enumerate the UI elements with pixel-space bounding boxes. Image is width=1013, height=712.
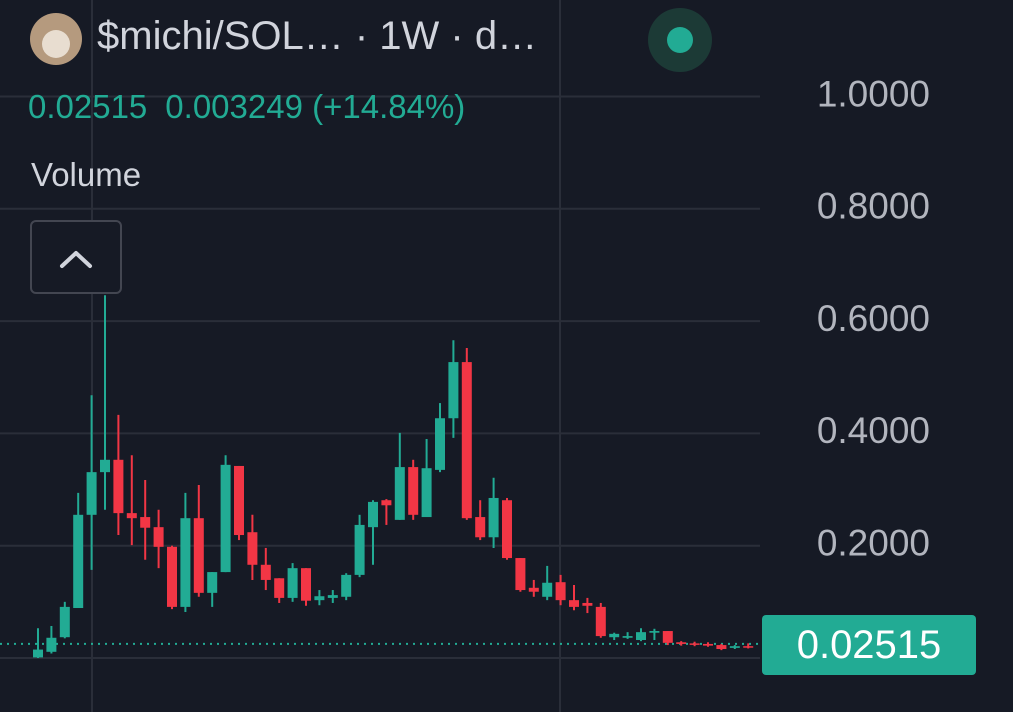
candle-body bbox=[73, 514, 84, 609]
candle-body bbox=[33, 649, 43, 658]
collapse-button[interactable] bbox=[30, 220, 122, 294]
y-tick-label: 1.0000 bbox=[817, 73, 930, 114]
candle-body bbox=[743, 646, 754, 648]
candle-body bbox=[394, 467, 405, 520]
candle-body bbox=[247, 532, 258, 565]
candle-body bbox=[689, 643, 700, 645]
candle-body bbox=[729, 646, 740, 648]
indicator-label[interactable]: Volume bbox=[31, 156, 142, 193]
candle-body bbox=[287, 568, 298, 598]
candle-body bbox=[408, 467, 419, 515]
status-dot bbox=[667, 27, 693, 53]
candle-body bbox=[595, 606, 606, 637]
candle-body bbox=[354, 524, 365, 575]
candle-body bbox=[502, 500, 512, 559]
candle-body bbox=[126, 513, 137, 519]
caret-icon bbox=[60, 251, 92, 268]
candle-body bbox=[716, 645, 727, 650]
candle-body bbox=[167, 546, 177, 607]
candle-body bbox=[448, 362, 459, 419]
candle-body bbox=[260, 564, 271, 580]
candle-body bbox=[528, 587, 539, 592]
candle-body bbox=[86, 472, 97, 515]
candle-body bbox=[207, 572, 218, 593]
candle-body bbox=[274, 578, 285, 598]
symbol-title[interactable]: $michi/SOL… · 1W · d… bbox=[97, 14, 538, 58]
avatar-detail bbox=[42, 30, 70, 58]
candle-body bbox=[569, 600, 579, 607]
price-legend: 0.02515 0.003249 (+14.84%) bbox=[28, 88, 483, 126]
candle-body bbox=[421, 468, 432, 518]
y-tick-label: 0.6000 bbox=[817, 298, 930, 339]
candle-body bbox=[609, 633, 620, 638]
price-change: 0.003249 (+14.84%) bbox=[165, 88, 466, 125]
candle-body bbox=[475, 517, 486, 538]
candle-body bbox=[100, 459, 110, 473]
candle-body bbox=[555, 582, 566, 601]
candle-body bbox=[676, 642, 687, 644]
candle-body bbox=[220, 464, 231, 573]
candle-body bbox=[515, 558, 526, 591]
candle-body bbox=[381, 500, 392, 506]
candle-body bbox=[368, 501, 378, 528]
y-tick-label: 0.8000 bbox=[817, 186, 930, 227]
candle-body bbox=[153, 527, 164, 547]
candle-body bbox=[301, 568, 311, 601]
candle-body bbox=[435, 418, 445, 470]
candle-body bbox=[662, 631, 673, 643]
price-badge: 0.02515 bbox=[762, 615, 976, 675]
candle-body bbox=[636, 632, 646, 641]
candle-body bbox=[180, 518, 191, 607]
candle-body bbox=[327, 595, 338, 598]
candle-body bbox=[59, 606, 70, 638]
candle-body bbox=[193, 518, 204, 593]
candle-body bbox=[314, 596, 325, 601]
candle-body bbox=[542, 582, 553, 597]
y-tick-label: 0.4000 bbox=[817, 410, 930, 451]
candle-body bbox=[461, 362, 472, 519]
candle-body bbox=[140, 517, 151, 528]
candle-body bbox=[582, 602, 593, 606]
candle-body bbox=[341, 574, 352, 597]
candle-body bbox=[113, 459, 124, 514]
candle-body bbox=[46, 637, 57, 652]
candle-body bbox=[488, 497, 499, 538]
y-tick-label: 0.2000 bbox=[817, 522, 930, 563]
candle-body bbox=[622, 636, 633, 638]
candle-body bbox=[703, 643, 713, 646]
last-price: 0.02515 bbox=[28, 88, 148, 125]
candle-body bbox=[649, 631, 660, 633]
candle-body bbox=[234, 465, 244, 536]
